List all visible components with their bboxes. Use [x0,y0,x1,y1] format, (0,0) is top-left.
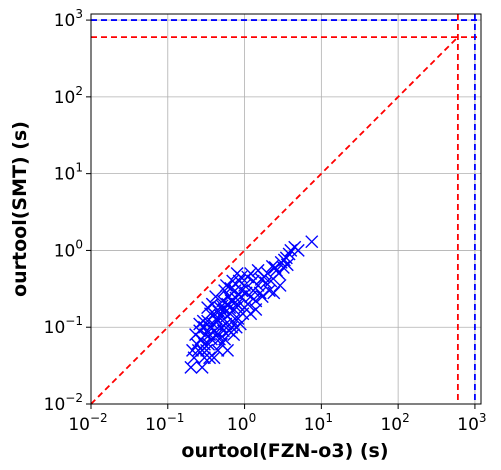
x-axis-label: ourtool(FZN-o3) (s) [181,440,388,462]
y-axis-label: ourtool(SMT) (s) [9,121,31,297]
